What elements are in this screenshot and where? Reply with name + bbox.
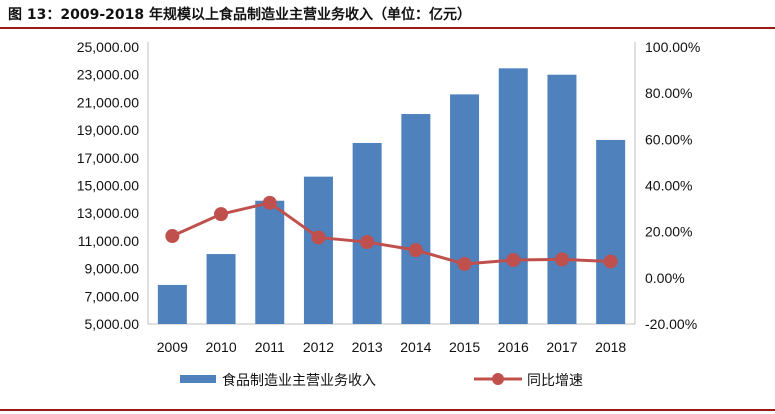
- growth-point-2018: [603, 254, 618, 269]
- legend-label-bar: 食品制造业主营业务收入: [222, 372, 376, 388]
- growth-point-2017: [554, 252, 569, 267]
- x-tick-label: 2015: [449, 339, 480, 355]
- right-tick-label: 100.00%: [645, 39, 700, 55]
- growth-point-2012: [311, 230, 326, 245]
- bar-2013: [352, 142, 382, 324]
- x-tick-label: 2013: [352, 339, 383, 355]
- growth-point-2009: [165, 229, 180, 244]
- growth-point-2013: [360, 235, 375, 250]
- growth-point-2011: [262, 195, 277, 210]
- left-tick-label: 5,000.00: [85, 316, 140, 332]
- x-tick-label: 2017: [546, 339, 577, 355]
- legend-marker-line: [492, 373, 504, 385]
- bar-2014: [401, 114, 431, 324]
- x-tick-label: 2016: [498, 339, 529, 355]
- x-tick-label: 2009: [157, 339, 188, 355]
- bar-2012: [303, 176, 333, 324]
- x-tick-label: 2012: [303, 339, 334, 355]
- x-tick-label: 2014: [400, 339, 431, 355]
- left-tick-label: 13,000.00: [77, 205, 139, 221]
- growth-point-2015: [457, 256, 472, 271]
- right-tick-label: 80.00%: [645, 85, 692, 101]
- bar-2010: [206, 254, 236, 324]
- bar-2015: [450, 94, 480, 324]
- left-tick-label: 9,000.00: [85, 261, 140, 277]
- left-tick-label: 15,000.00: [77, 178, 139, 194]
- left-tick-label: 19,000.00: [77, 122, 139, 138]
- x-tick-label: 2018: [595, 339, 626, 355]
- right-tick-label: 40.00%: [645, 178, 692, 194]
- legend-swatch-bar: [180, 375, 216, 383]
- growth-line: [171, 201, 611, 266]
- right-tick-label: 0.00%: [645, 270, 685, 286]
- left-tick-label: 23,000.00: [77, 67, 139, 83]
- growth-point-2016: [506, 253, 521, 268]
- title-rule: [0, 27, 775, 29]
- bar-2009: [157, 284, 187, 324]
- legend-label-line: 同比增速: [527, 372, 583, 388]
- bottom-rule: [0, 409, 775, 411]
- bar-2018: [596, 139, 626, 324]
- right-tick-label: -20.00%: [645, 316, 697, 332]
- bar-2011: [255, 200, 285, 324]
- left-tick-label: 21,000.00: [77, 94, 139, 110]
- x-tick-label: 2010: [205, 339, 236, 355]
- right-tick-label: 60.00%: [645, 131, 692, 147]
- bar-2017: [547, 74, 577, 324]
- growth-point-2010: [214, 207, 229, 222]
- figure-title: 图 13：2009-2018 年规模以上食品制造业主营业务收入（单位：亿元）: [8, 7, 471, 23]
- growth-point-2014: [408, 243, 423, 258]
- left-tick-label: 11,000.00: [78, 233, 139, 249]
- bar-2016: [498, 68, 528, 324]
- left-tick-label: 17,000.00: [77, 150, 139, 166]
- right-tick-label: 20.00%: [645, 224, 692, 240]
- left-tick-label: 25,000.00: [77, 39, 139, 55]
- left-tick-label: 7,000.00: [85, 288, 140, 304]
- x-tick-label: 2011: [255, 339, 285, 355]
